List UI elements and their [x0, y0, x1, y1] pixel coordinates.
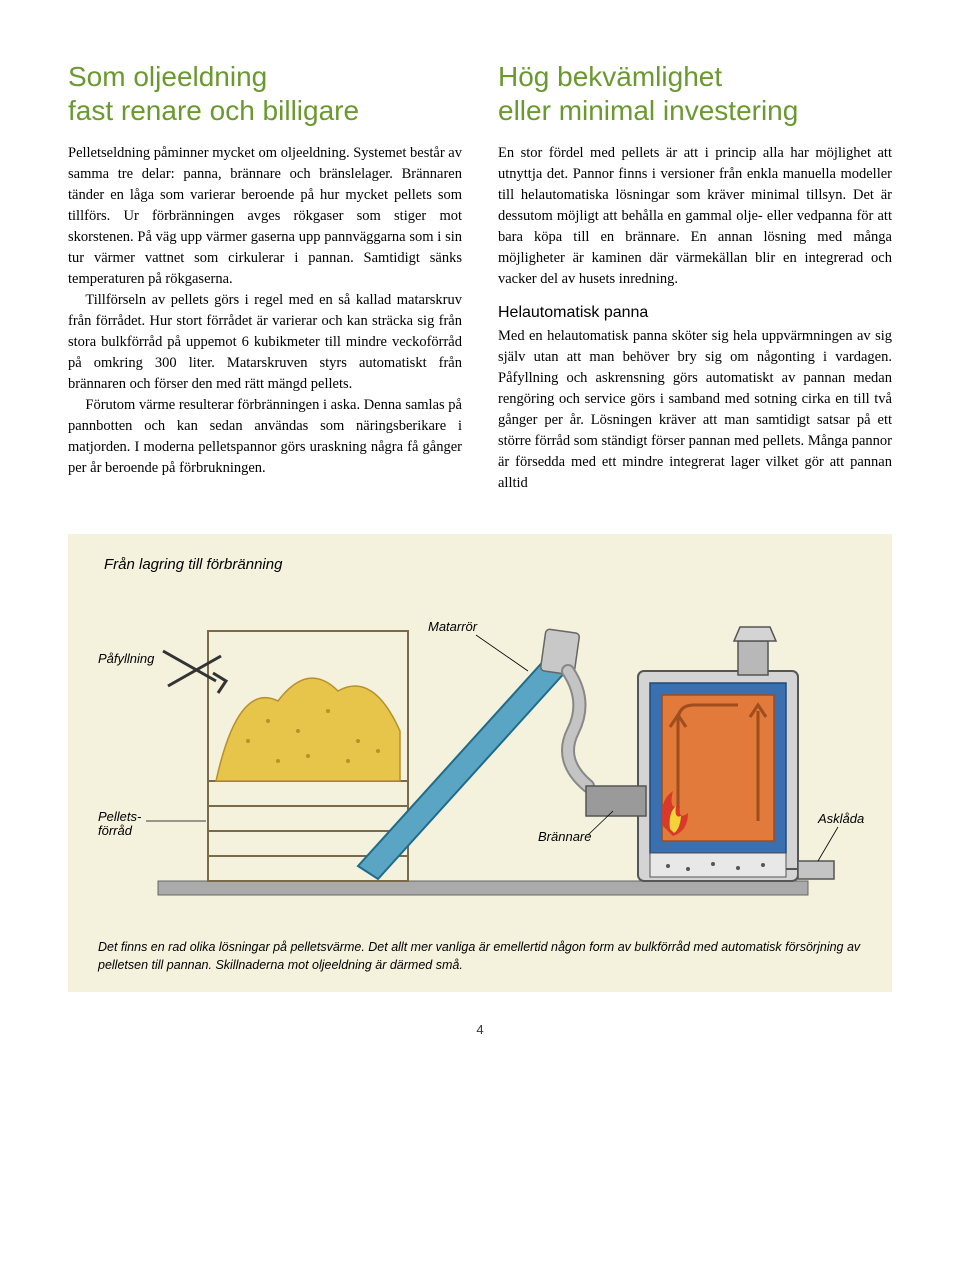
left-p2: Tillförseln av pellets görs i regel med …	[68, 290, 462, 395]
right-column: Hög bekvämlighet eller minimal investeri…	[498, 60, 892, 494]
right-subheading: Helautomatisk panna	[498, 304, 892, 322]
boiler-icon	[586, 627, 834, 881]
label-matarror: Matarrör	[428, 619, 478, 634]
pellet-system-diagram: Påfyllning Matarrör Pellets-förråd Bränn…	[98, 591, 868, 921]
diagram-box: Från lagring till förbränning	[68, 534, 892, 992]
right-p2: Med en helautomatisk panna sköter sig he…	[498, 326, 892, 494]
diagram-title: Från lagring till förbränning	[104, 556, 862, 573]
left-column: Som oljeeldning fast renare och billigar…	[68, 60, 462, 494]
label-asklada: Asklåda	[817, 811, 864, 826]
right-heading: Hög bekvämlighet eller minimal investeri…	[498, 60, 892, 127]
label-pelletsforrad: Pellets-förråd	[98, 809, 142, 838]
left-p1: Pelletseldning påminner mycket om oljeel…	[68, 143, 462, 290]
right-p1: En stor fördel med pellets är att i prin…	[498, 143, 892, 290]
label-pafyllning: Påfyllning	[98, 651, 155, 666]
left-p3: Förutom värme resulterar förbränningen i…	[68, 395, 462, 479]
left-heading: Som oljeeldning fast renare och billigar…	[68, 60, 462, 127]
label-brannare: Brännare	[538, 829, 591, 844]
pellet-storage-icon	[163, 631, 408, 881]
diagram-caption: Det finns en rad olika lösningar på pell…	[98, 939, 862, 974]
page-number: 4	[68, 1022, 892, 1037]
